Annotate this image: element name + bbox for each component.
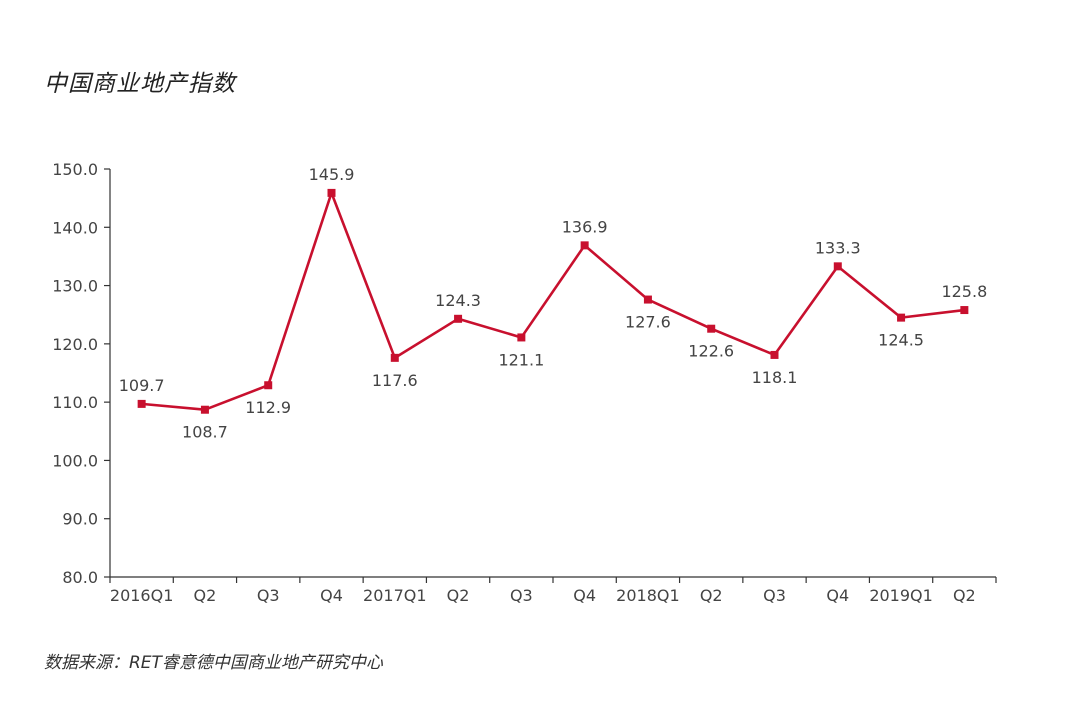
data-point	[643, 295, 652, 304]
data-point	[200, 405, 209, 414]
data-label: 112.9	[245, 398, 291, 417]
series-line	[141, 191, 965, 412]
data-point	[707, 324, 716, 333]
data-label: 108.7	[182, 423, 228, 442]
y-tick-label: 110.0	[52, 393, 98, 412]
x-tick-label: Q3	[510, 586, 533, 605]
data-point	[264, 381, 273, 390]
data-point	[580, 241, 589, 250]
x-tick-label: Q3	[763, 586, 786, 605]
data-label: 121.1	[498, 350, 544, 369]
x-tick-label: Q4	[826, 586, 849, 605]
data-label: 118.1	[752, 368, 798, 387]
data-label: 127.6	[625, 313, 671, 332]
data-point	[454, 314, 463, 323]
y-tick-label: 120.0	[52, 335, 98, 354]
x-tick-label: 2019Q1	[869, 586, 933, 605]
data-point	[327, 188, 336, 197]
data-label: 145.9	[309, 165, 355, 184]
y-tick-label: 130.0	[52, 277, 98, 296]
data-point	[137, 399, 146, 408]
x-tick-label: 2017Q1	[363, 586, 427, 605]
data-label: 133.3	[815, 238, 861, 257]
data-source-note: 数据来源：RET睿意德中国商业地产研究中心	[44, 653, 383, 673]
y-tick-label: 80.0	[62, 568, 98, 587]
data-label: 124.5	[878, 331, 924, 350]
x-tick-label: Q4	[320, 586, 343, 605]
data-label: 125.8	[941, 282, 987, 301]
x-tick-label: 2016Q1	[110, 586, 174, 605]
y-tick-label: 90.0	[62, 510, 98, 529]
data-point	[390, 353, 399, 362]
y-tick-label: 150.0	[52, 160, 98, 179]
data-label: 117.6	[372, 371, 418, 390]
data-point	[897, 313, 906, 322]
y-tick-label: 100.0	[52, 451, 98, 470]
data-point	[833, 262, 842, 271]
chart-title: 中国商业地产指数	[44, 71, 236, 97]
data-label: 124.3	[435, 291, 481, 310]
data-point	[960, 306, 969, 315]
data-label: 136.9	[562, 217, 608, 236]
x-tick-label: Q2	[194, 586, 217, 605]
x-tick-label: Q2	[447, 586, 470, 605]
data-label: 122.6	[688, 342, 734, 361]
y-tick-label: 140.0	[52, 218, 98, 237]
data-label: 109.7	[119, 376, 165, 395]
x-tick-label: Q3	[257, 586, 280, 605]
x-tick-label: Q2	[953, 586, 976, 605]
data-point	[517, 333, 526, 342]
x-tick-label: Q2	[700, 586, 723, 605]
x-tick-label: 2018Q1	[616, 586, 680, 605]
x-tick-label: Q4	[573, 586, 596, 605]
data-point	[770, 350, 779, 359]
